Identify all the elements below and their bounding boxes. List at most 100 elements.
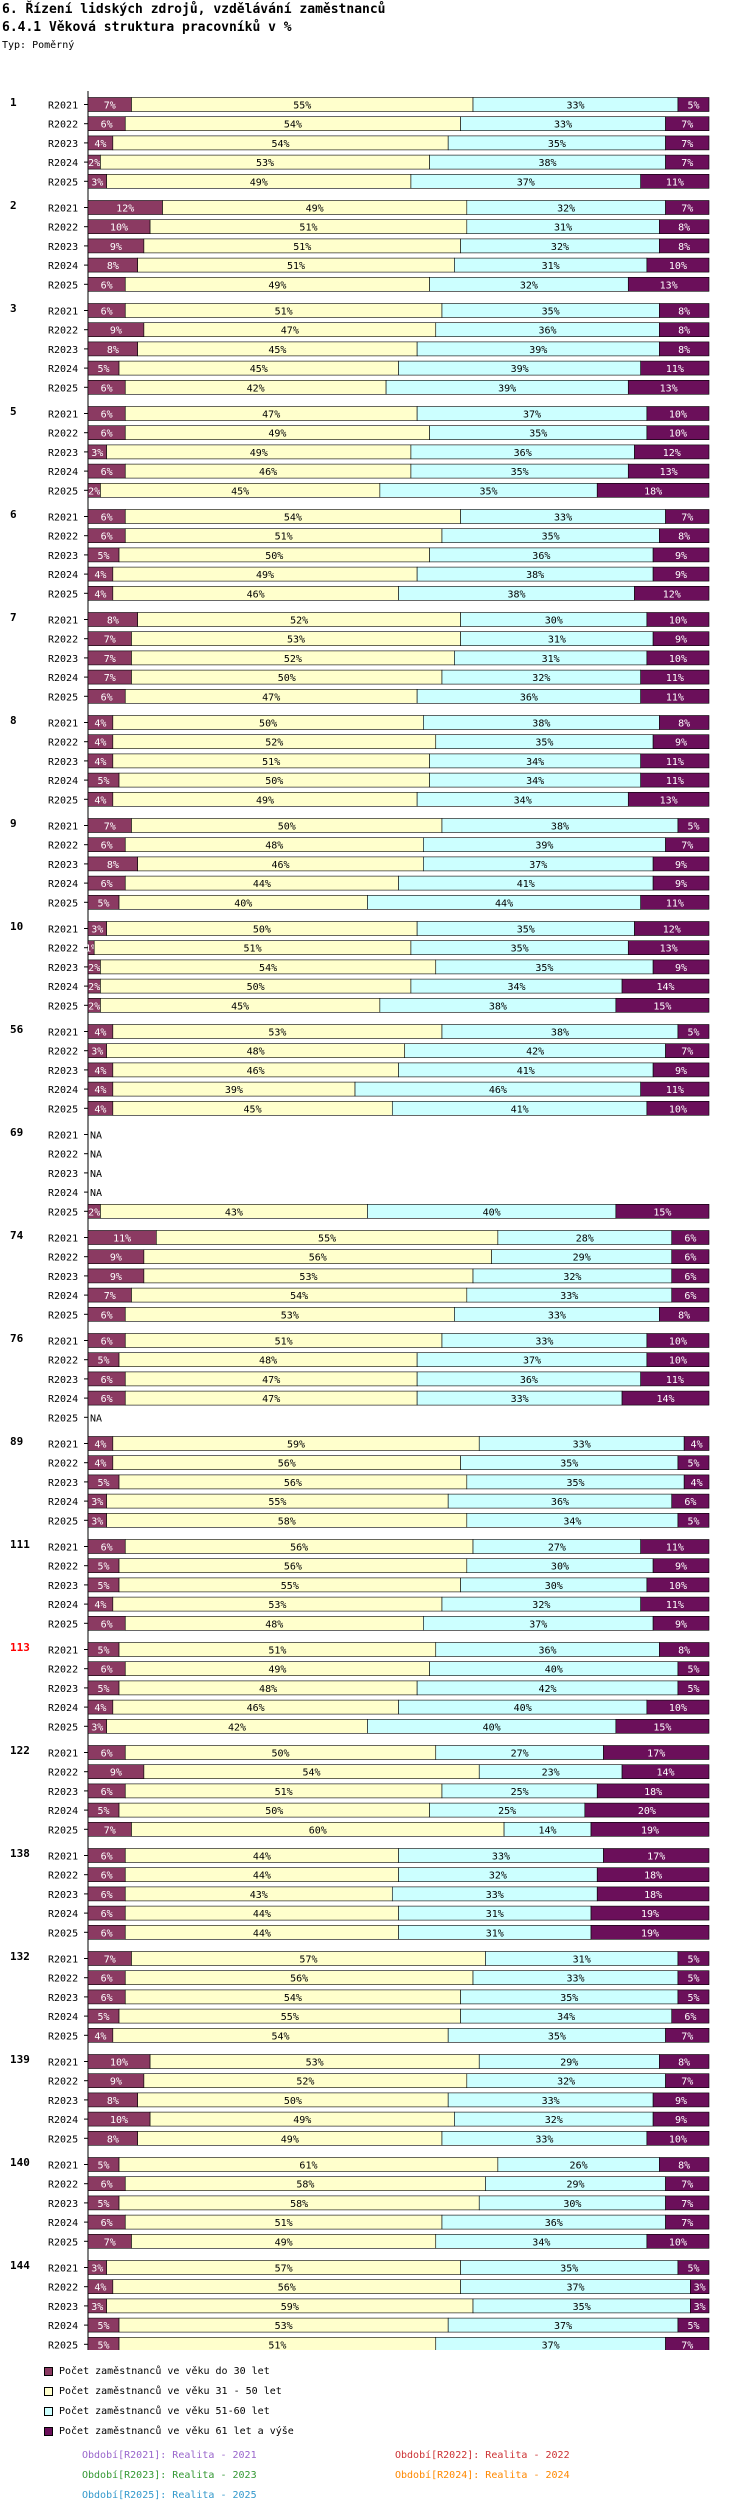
data-label: 44% <box>253 1871 271 1882</box>
data-label: 6% <box>101 532 113 543</box>
group-label: 89 <box>10 1435 23 1448</box>
data-label: 3% <box>91 448 103 459</box>
bar-segment <box>665 2195 710 2211</box>
data-label: 10% <box>110 2058 128 2069</box>
period-label: R2022 <box>48 1562 78 1573</box>
data-label: 51% <box>262 757 280 768</box>
bar-segment <box>596 482 710 498</box>
data-label: 9% <box>675 1066 687 1077</box>
data-label: 7% <box>681 158 693 169</box>
data-label: 36% <box>551 1497 569 1508</box>
period-label: R2025 <box>48 1619 78 1630</box>
data-label: 40% <box>234 898 252 909</box>
data-label: 13% <box>660 795 678 806</box>
data-label: 45% <box>231 1001 249 1012</box>
period-label: R2025 <box>48 1825 78 1836</box>
data-label: 5% <box>687 1974 699 1985</box>
data-label: 8% <box>678 2161 690 2172</box>
data-label: 35% <box>560 1459 578 1470</box>
data-label: 7% <box>681 2340 693 2350</box>
data-label: 61% <box>299 2161 317 2172</box>
data-label: 11% <box>666 177 684 188</box>
bar-segment <box>665 200 710 215</box>
data-label: 7% <box>681 2077 693 2088</box>
data-label: 41% <box>517 879 535 890</box>
data-label: 31% <box>542 654 560 665</box>
data-label: 11% <box>666 673 684 684</box>
period-label: R2021 <box>48 925 78 936</box>
stacked-bar-chart: 1 R2021 7% 55% 33% 5%R2022 6% 54% 33% 7%R2023 4% 54… <box>10 91 710 2350</box>
data-label: 54% <box>271 2031 289 2042</box>
data-label: 6% <box>101 120 113 131</box>
group-label: 8 <box>10 714 17 727</box>
bar-segment <box>677 1989 710 2005</box>
data-label: 54% <box>284 120 302 131</box>
data-label: 33% <box>511 1394 529 1405</box>
data-label: 10% <box>669 2134 687 2145</box>
period-label: R2022 <box>48 429 78 440</box>
data-label: 7% <box>681 2031 693 2042</box>
bar-segment <box>646 612 710 627</box>
period-label: R2022 <box>48 635 78 646</box>
data-label: 35% <box>548 2031 566 2042</box>
data-label: 40% <box>545 1665 563 1676</box>
data-label: 38% <box>551 1028 569 1039</box>
data-label: 44% <box>253 1852 271 1863</box>
period-label: R2025 <box>48 2134 78 2145</box>
data-label: 27% <box>548 1543 566 1554</box>
data-label: 4% <box>94 1028 106 1039</box>
bar-segment <box>646 406 710 421</box>
period-label: R2022 <box>48 944 78 955</box>
period-label: R2024 <box>48 1497 78 1508</box>
data-label: 6% <box>101 383 113 394</box>
period-label: R2024 <box>48 467 78 478</box>
data-label: 19% <box>641 1928 659 1939</box>
period-label: R2022 <box>48 1459 78 1470</box>
period-label: R2023 <box>48 1272 78 1283</box>
data-label: 5% <box>687 822 699 833</box>
legend-item-s3: Počet zaměstnanců ve věku 51-60 let <box>44 2406 270 2417</box>
period-label: R2022 <box>48 120 78 131</box>
data-label: 35% <box>560 1993 578 2004</box>
data-label: 14% <box>656 1394 674 1405</box>
data-label: 46% <box>247 1066 265 1077</box>
period-label: R2025 <box>48 1928 78 1939</box>
data-label: 45% <box>231 486 249 497</box>
data-label: 38% <box>551 822 569 833</box>
bar-segment <box>646 1101 710 1116</box>
data-label: 9% <box>675 1562 687 1573</box>
data-label: 44% <box>253 1909 271 1920</box>
data-label: 19% <box>641 1825 659 1836</box>
group-label: 6 <box>10 508 17 521</box>
data-label: 32% <box>545 2115 563 2126</box>
data-label: 6% <box>101 280 113 291</box>
period-label: R2021 <box>48 1852 78 1863</box>
data-label: 10% <box>669 1581 687 1592</box>
data-label: 10% <box>669 1703 687 1714</box>
data-label: 18% <box>644 1871 662 1882</box>
data-label: 36% <box>532 551 550 562</box>
data-label: 10% <box>669 654 687 665</box>
data-label: 14% <box>539 1825 557 1836</box>
bar-segment <box>640 1081 710 1097</box>
data-label: 34% <box>507 982 525 993</box>
bar-segment <box>671 1493 710 1509</box>
data-label: 25% <box>498 1806 516 1817</box>
data-label: 38% <box>526 570 544 581</box>
period-label: R2024 <box>48 1600 78 1611</box>
data-label: 33% <box>492 1852 510 1863</box>
bar-segment <box>596 1867 710 1882</box>
data-label: 36% <box>539 1646 557 1657</box>
data-label: 35% <box>535 738 553 749</box>
data-label: 49% <box>268 280 286 291</box>
data-label: 31% <box>486 1909 504 1920</box>
data-label: 3% <box>91 1047 103 1058</box>
period-label: R2023 <box>48 1684 78 1695</box>
data-label: 4% <box>94 570 106 581</box>
data-label: 5% <box>687 1028 699 1039</box>
bar-segment <box>627 463 710 479</box>
data-label: 6% <box>684 1234 696 1245</box>
legend-item-s1: Počet zaměstnanců ve věku do 30 let <box>44 2366 270 2377</box>
data-label: 5% <box>98 1806 110 1817</box>
data-label: 12% <box>116 204 134 215</box>
